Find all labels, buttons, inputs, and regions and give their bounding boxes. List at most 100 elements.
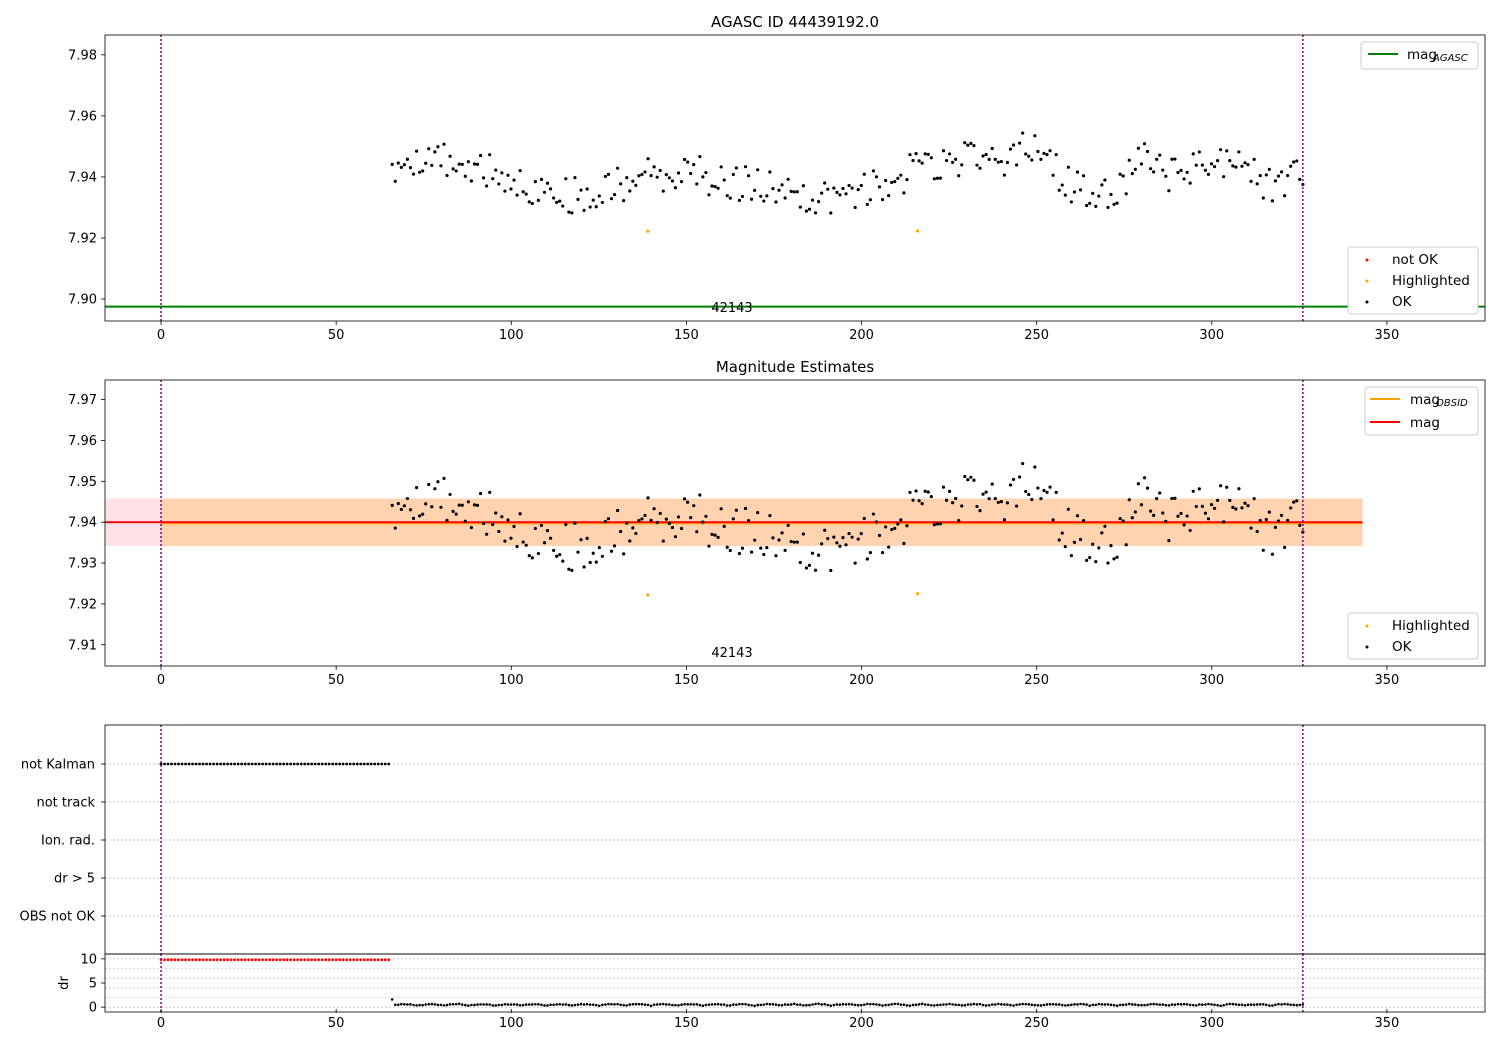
ok-point: [911, 498, 915, 502]
highlighted-point: [646, 229, 650, 233]
dr-point-not-ok: [317, 958, 321, 962]
dr-point-not-ok: [222, 958, 226, 962]
ok-point: [530, 201, 534, 206]
ok-point: [1018, 475, 1022, 479]
dr-point: [817, 1002, 820, 1006]
dr-point: [1213, 1003, 1216, 1007]
ok-point: [835, 190, 839, 194]
ok-point: [570, 211, 574, 215]
ok-point: [850, 535, 854, 539]
ok-point: [1191, 152, 1195, 156]
ok-point: [810, 198, 815, 202]
dr-point: [677, 1003, 680, 1007]
ok-point: [786, 523, 790, 527]
ok-point: [1249, 179, 1253, 183]
category-label: dr > 5: [54, 872, 95, 887]
dr-point: [1140, 1003, 1143, 1007]
ok-point: [1164, 174, 1168, 178]
ok-point: [844, 192, 848, 196]
dr-point: [403, 1002, 406, 1006]
ok-point: [716, 186, 720, 190]
ok-point: [1142, 476, 1147, 480]
ok-point: [445, 518, 449, 522]
ok-point: [418, 170, 422, 174]
ok-point: [1072, 540, 1077, 544]
dr-point: [1277, 1002, 1280, 1006]
dr-point: [1064, 1004, 1067, 1007]
ok-point: [448, 492, 452, 497]
ok-point: [926, 152, 930, 156]
dr-point: [939, 1003, 942, 1007]
ok-point: [472, 162, 477, 166]
ok-point: [494, 168, 498, 172]
y-tick-label: 7.93: [68, 557, 97, 572]
dr-point: [655, 1003, 659, 1006]
dr-point: [1249, 1003, 1253, 1006]
dr-point: [1152, 1002, 1155, 1006]
ok-point: [1051, 173, 1055, 177]
ok-point: [1097, 546, 1101, 550]
x-tick-label: 100: [499, 328, 524, 343]
dr-point: [442, 1004, 446, 1007]
dr-point: [1045, 1003, 1049, 1006]
ok-point: [786, 177, 790, 181]
x-tick-label: 150: [674, 1016, 699, 1031]
dr-point-not-ok: [275, 958, 279, 962]
flag-point: [243, 762, 247, 766]
dr-point-not-ok: [296, 958, 300, 962]
panel-dr: 0 50 100 150 200 250 300 350 0 5 10 dr: [57, 952, 1486, 1031]
dr-point-not-ok: [177, 958, 180, 962]
ok-point: [996, 500, 1000, 505]
dr-point: [506, 1003, 510, 1006]
ok-point: [451, 509, 455, 514]
ok-point: [823, 528, 827, 532]
highlighted-point: [646, 593, 650, 597]
flag-point: [362, 762, 366, 766]
ok-point: [935, 522, 939, 526]
obsid-label: 42143: [711, 301, 752, 316]
ok-point: [746, 174, 751, 178]
ok-point: [868, 551, 872, 555]
ok-point: [1176, 514, 1180, 518]
dr-point: [421, 1003, 424, 1007]
ok-point: [518, 169, 522, 173]
dr-point: [710, 1003, 714, 1006]
ok-point: [734, 166, 738, 170]
dr-point: [674, 1003, 677, 1007]
ok-point: [579, 188, 583, 192]
ok-point: [475, 162, 480, 166]
dr-point: [789, 1003, 793, 1006]
flag-point: [219, 762, 222, 766]
x-tick-label: 350: [1375, 328, 1400, 343]
axes-frame: [104, 379, 1486, 667]
ok-point: [701, 175, 705, 179]
flag-point: [177, 762, 180, 766]
dr-point: [917, 1003, 921, 1006]
ok-point: [673, 186, 678, 190]
x-tick-label: 100: [499, 673, 524, 688]
ok-point: [905, 524, 909, 528]
ok-point: [1225, 149, 1229, 153]
ok-point: [695, 182, 699, 186]
dr-point: [1109, 1003, 1113, 1007]
dr-point: [457, 1002, 461, 1006]
ok-point: [1075, 170, 1080, 174]
dr-point: [728, 1004, 732, 1007]
ok-point: [433, 487, 437, 491]
ok-point: [728, 196, 732, 200]
ok-point: [1228, 498, 1232, 502]
dr-point-not-ok: [233, 958, 236, 962]
dr-point: [625, 1004, 629, 1007]
dr-point-not-ok: [261, 958, 265, 962]
flag-point: [194, 762, 198, 766]
dr-point: [875, 1003, 878, 1006]
ok-point: [1264, 173, 1268, 177]
dr-point: [640, 1002, 644, 1006]
dr-point: [464, 1003, 467, 1007]
y-tick-label: 7.91: [68, 638, 97, 653]
dr-point: [808, 1003, 811, 1007]
ok-point: [421, 169, 425, 173]
dr-point: [1033, 1003, 1037, 1007]
ok-point: [1206, 517, 1211, 521]
ok-point: [932, 177, 936, 181]
